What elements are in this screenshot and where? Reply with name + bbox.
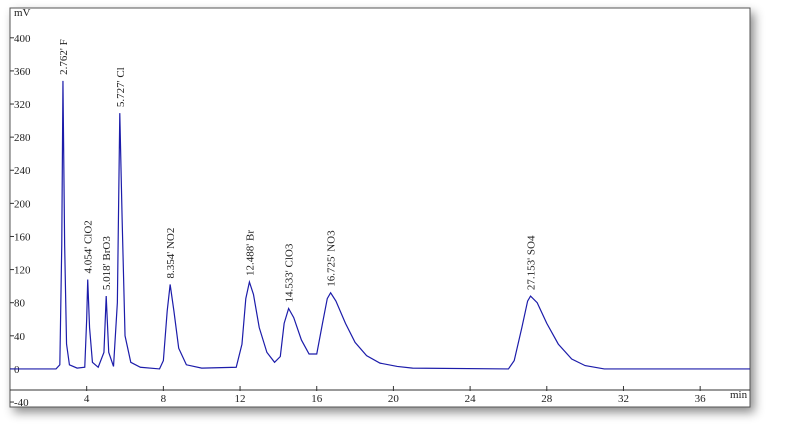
- peak-label: 5.018' BrO3: [101, 236, 113, 290]
- y-tick-label: 200: [14, 198, 31, 210]
- peak-label: 14.533' ClO3: [284, 243, 296, 302]
- peak-label: 27.153' SO4: [526, 235, 538, 290]
- y-tick-label: 0: [14, 364, 20, 376]
- x-tick-label: 24: [465, 393, 477, 405]
- peak-label: 16.725' NO3: [326, 230, 338, 287]
- y-tick-label: 160: [14, 231, 31, 243]
- peak-label: 2.762' F: [58, 39, 70, 75]
- y-tick-label: -40: [14, 397, 29, 409]
- peak-label: 4.054' ClO2: [83, 220, 95, 273]
- x-tick-label: 36: [695, 393, 707, 405]
- y-tick-label: 320: [14, 99, 31, 111]
- peak-label: 5.727' Cl: [115, 67, 127, 107]
- y-tick-label: 40: [14, 331, 26, 343]
- x-tick-label: 8: [161, 393, 167, 405]
- frame: [9, 7, 751, 408]
- y-tick-label: 360: [14, 66, 31, 78]
- trace: [10, 80, 750, 370]
- x-tick-label: 16: [311, 393, 323, 405]
- peak-label: 8.354' NO2: [165, 228, 177, 279]
- y-tick-label: 120: [14, 265, 31, 277]
- y-unit: mV: [14, 7, 31, 19]
- x-unit: min: [730, 389, 748, 401]
- peak-label: 12.488' Br: [244, 230, 256, 276]
- x-tick-label: 4: [84, 393, 90, 405]
- y-tick-label: 80: [14, 298, 26, 310]
- x-tick-label: 28: [541, 393, 553, 405]
- x-tick-label: 12: [235, 393, 246, 405]
- y-tick-label: 280: [14, 132, 31, 144]
- y-tick-label: 240: [14, 165, 31, 177]
- x-tick-label: 32: [618, 393, 629, 405]
- y-tick-label: 400: [14, 33, 31, 45]
- x-tick-label: 20: [388, 393, 400, 405]
